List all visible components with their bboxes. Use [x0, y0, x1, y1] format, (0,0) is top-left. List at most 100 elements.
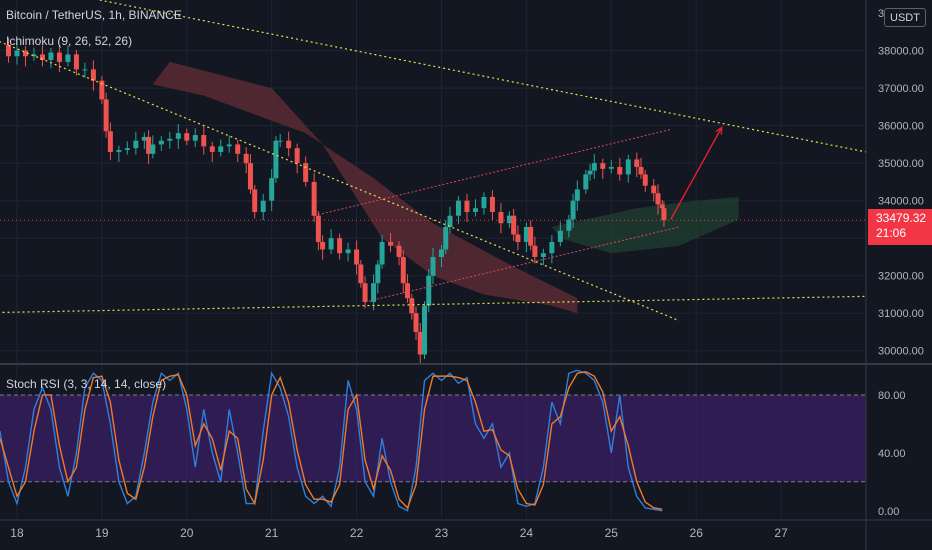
candle: [443, 220, 449, 254]
currency-button[interactable]: USDT: [884, 8, 926, 27]
candle: [22, 46, 28, 67]
candle-body: [528, 226, 534, 246]
candle-body: [388, 241, 394, 246]
stoch-rsi-legend[interactable]: Stoch RSI (3, 3, 14, 14, close): [6, 377, 167, 391]
price-axis-partial-label: 3: [878, 8, 885, 20]
candle-body: [158, 140, 164, 145]
candle-body: [489, 196, 495, 212]
last-price-value: 33479.32: [876, 211, 927, 225]
candle-body: [638, 166, 644, 175]
candle: [405, 274, 411, 303]
candle-body: [337, 238, 343, 254]
candle: [528, 220, 534, 251]
candle-body: [651, 185, 657, 194]
candle: [540, 248, 546, 266]
candle: [438, 244, 444, 268]
candle: [235, 139, 241, 163]
candle-body: [515, 234, 521, 242]
candle: [243, 147, 249, 174]
candle-body: [39, 54, 45, 61]
candle-body: [358, 264, 364, 284]
candle: [39, 45, 45, 67]
candle-body: [422, 305, 428, 355]
candle: [260, 193, 266, 221]
price-tick-label: 36000.00: [878, 121, 924, 133]
candle-body: [252, 189, 258, 212]
candle: [124, 141, 130, 155]
candle-body: [523, 226, 529, 242]
candle: [286, 131, 292, 157]
price-tick-label: 30000.00: [878, 346, 924, 358]
candle-body: [226, 144, 232, 147]
last-price-badge: 33479.32 21:06: [868, 209, 932, 245]
candle: [413, 306, 419, 341]
candle: [99, 76, 105, 104]
candle: [311, 172, 317, 223]
time-tick-label: 26: [690, 526, 704, 540]
candle: [362, 276, 368, 309]
time-tick-label: 24: [520, 526, 534, 540]
kumo-cloud-bullish: [551, 196, 739, 254]
candle: [388, 232, 394, 253]
candle-body: [642, 174, 648, 186]
candle-body: [659, 204, 665, 209]
candle: [167, 132, 173, 149]
candle-body: [22, 50, 28, 57]
candle-body: [311, 181, 317, 216]
ichimoku-legend[interactable]: Ichimoku (9, 26, 52, 26): [6, 34, 133, 48]
candle: [273, 136, 279, 183]
candle: [158, 136, 164, 151]
candle-body: [273, 140, 279, 179]
candle-body: [447, 215, 453, 227]
candle: [358, 259, 364, 288]
candle-body: [133, 140, 139, 149]
candle-body: [184, 133, 190, 141]
candle-body: [438, 249, 444, 257]
time-tick-label: 25: [605, 526, 619, 540]
candle-body: [583, 174, 589, 190]
candle-body: [540, 253, 546, 257]
candle-body: [48, 52, 54, 61]
time-tick-label: 18: [10, 526, 24, 540]
target-arrow: [670, 127, 723, 220]
candle: [150, 135, 156, 159]
candle: [591, 154, 597, 179]
candle-body: [549, 241, 555, 254]
candle: [506, 211, 512, 228]
candle: [400, 250, 406, 294]
candle: [608, 160, 614, 174]
candle-body: [661, 208, 667, 221]
candle: [175, 124, 181, 149]
candle: [422, 301, 428, 359]
candle-body: [472, 208, 478, 212]
candle-body: [409, 298, 415, 314]
channel-lower: [364, 226, 680, 303]
candle: [498, 202, 504, 234]
candle-body: [294, 148, 300, 164]
price-tick-label: 32000.00: [878, 271, 924, 283]
candle-body: [90, 69, 96, 81]
candle-body: [82, 69, 88, 71]
candle-body: [146, 136, 152, 154]
candle: [557, 221, 563, 247]
candle: [103, 92, 109, 138]
candle: [371, 274, 377, 311]
candle-body: [413, 313, 419, 332]
candle: [472, 199, 478, 217]
time-tick-label: 23: [435, 526, 449, 540]
candle-body: [150, 144, 156, 154]
candle: [14, 41, 20, 65]
candle-body: [570, 200, 576, 220]
candle: [515, 225, 521, 251]
candle: [226, 135, 232, 153]
stoch-tick-label: 80.00: [878, 390, 906, 402]
candle-body: [417, 331, 423, 355]
symbol-title[interactable]: Bitcoin / TetherUS, 1h, BINANCE: [6, 8, 182, 22]
candle: [625, 154, 631, 183]
price-tick-label: 34000.00: [878, 196, 924, 208]
channel-upper: [314, 128, 671, 217]
time-tick-label: 19: [95, 526, 109, 540]
candle-body: [405, 283, 411, 299]
candle-body: [286, 140, 292, 149]
